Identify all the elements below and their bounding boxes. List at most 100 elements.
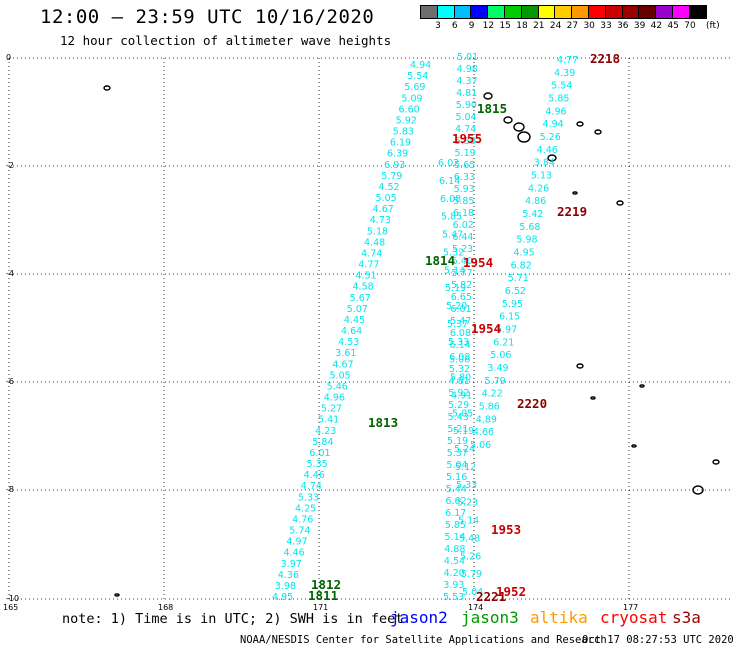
x-axis-label: 171 [313, 603, 328, 610]
swh-value: 5.90 [456, 100, 477, 111]
satellite-legend-jason3: jason3 [461, 608, 519, 627]
swh-value: 5.06 [449, 355, 470, 366]
color-legend-bar [420, 5, 707, 19]
time-labels: 2218 1815 1955 2219 1814 1954 1954 2220 1813 1953… [308, 51, 620, 604]
swh-value: 5.04 [455, 112, 476, 123]
swh-value: 5.09 [401, 93, 422, 104]
legend-tick-label: 3 [435, 21, 441, 31]
swh-value: 6.01 [309, 448, 330, 459]
pass-time-label: 1952 [496, 584, 526, 599]
swh-value: 4.73 [370, 215, 391, 226]
swh-value: 6.01 [450, 304, 471, 315]
swh-value: 4.76 [292, 514, 313, 525]
swh-value: 3.98 [275, 581, 296, 592]
swh-value: 5.43 [448, 412, 469, 423]
swh-value: 5.16 [446, 472, 467, 483]
swh-value: 3.49 [487, 363, 508, 374]
swh-value: 5.18 [367, 226, 388, 237]
swh-value: 4.67 [373, 204, 394, 215]
swh-value: 5.86 [479, 402, 500, 413]
swh-value: 4.20 [444, 568, 465, 579]
swh-value: 5.65 [454, 160, 475, 171]
swh-value: 4.52 [378, 182, 399, 193]
swh-value: 5.05 [330, 370, 351, 381]
swh-value: 5.04 [462, 587, 483, 598]
generated-timestamp: Oct 17 08:27:53 UTC 2020 [582, 634, 734, 646]
x-axis-label: 165 [3, 603, 18, 610]
swh-value: 6.60 [399, 104, 420, 115]
swh-value: 5.05 [452, 408, 473, 419]
swh-value: 4.74 [361, 248, 382, 259]
swh-value: 4.53 [338, 337, 359, 348]
swh-value: 6.15 [499, 312, 520, 323]
swh-value: 6.52 [505, 286, 526, 297]
pass-time-label: 1813 [368, 415, 398, 430]
swh-value: 4.22 [482, 389, 503, 400]
swh-value: 5.53 [443, 592, 464, 603]
swh-value: 4.95 [272, 592, 293, 603]
swh-value: 4.74 [455, 124, 476, 135]
swh-value: 6.65 [451, 292, 472, 303]
swh-value: 5.95 [502, 299, 523, 310]
island-outline [594, 129, 602, 135]
swh-value: 6.08 [449, 352, 470, 363]
y-axis-label: -6 [6, 377, 14, 386]
pass-time-label: 2218 [590, 51, 620, 66]
map-subtitle: 12 hour collection of altimeter wave hei… [60, 33, 392, 48]
legend-tick-label: 36 [617, 21, 629, 31]
island-outline [483, 92, 493, 100]
satellite-legend-s3a: s3a [672, 608, 701, 627]
pass-time-label: 1953 [491, 522, 521, 537]
swh-value: 5.71 [508, 273, 529, 284]
swh-value: 5.05 [376, 193, 397, 204]
swh-value: 5.41 [318, 415, 339, 426]
swh-value: 5.47 [450, 316, 471, 327]
legend-tick-label: 6 [451, 21, 458, 31]
swh-value: 4.96 [545, 106, 566, 117]
swh-value: 4.39 [554, 68, 575, 79]
swh-value: 4.46 [537, 145, 558, 156]
island-outline [103, 85, 111, 91]
island-outline [576, 363, 584, 369]
swh-value: 3.93 [443, 580, 464, 591]
legend-tick-label: 45 [667, 21, 679, 31]
swh-value: 5.26 [460, 551, 481, 562]
pass-time-label: 1812 [311, 577, 341, 592]
swh-value: 5.68 [519, 222, 540, 233]
swh-value: 6.08 [450, 328, 471, 339]
satellite-legend-jason2: jason2 [390, 608, 448, 627]
y-axis-label: -2 [6, 161, 14, 170]
x-axis-label: 177 [623, 603, 638, 610]
swh-value: 6.02 [453, 220, 474, 231]
legend-tick-label: 21 [533, 21, 545, 31]
swh-value: 4.54 [444, 556, 465, 567]
swh-value: 3.84 [534, 158, 555, 169]
swh-value: 4.88 [444, 544, 465, 555]
island-outline [517, 131, 531, 143]
swh-value: 5.82 [451, 280, 472, 291]
y-axis-label: -4 [6, 269, 14, 278]
swh-value: 4.45 [344, 315, 365, 326]
swh-value: 5.14 [444, 265, 465, 276]
swh-value: 5.54 [551, 81, 572, 92]
pass-time-label: 1811 [308, 588, 338, 603]
swh-value: 5.98 [516, 235, 537, 246]
pass-time-label: 1955 [452, 131, 482, 146]
swh-value: 5.01 [457, 52, 478, 63]
swh-value: 6.44 [452, 232, 473, 243]
swh-value: 6.17 [445, 508, 466, 519]
swh-value: 3.97 [281, 559, 302, 570]
swh-value: 4.64 [341, 326, 362, 337]
swh-value: 4.94 [410, 60, 431, 71]
swh-value: 5.06 [470, 440, 491, 451]
pass-time-label: 2219 [557, 204, 587, 219]
swh-value: 4.67 [332, 359, 353, 370]
swh-value: 6.02 [438, 158, 459, 169]
swh-value: 5.97 [496, 325, 517, 336]
swh-value: 5.85 [548, 94, 569, 105]
swh-value: 5.24 [454, 444, 475, 455]
swh-value: 5.33 [448, 337, 469, 348]
swh-value: 4.58 [353, 282, 374, 293]
island-outline [616, 200, 624, 206]
